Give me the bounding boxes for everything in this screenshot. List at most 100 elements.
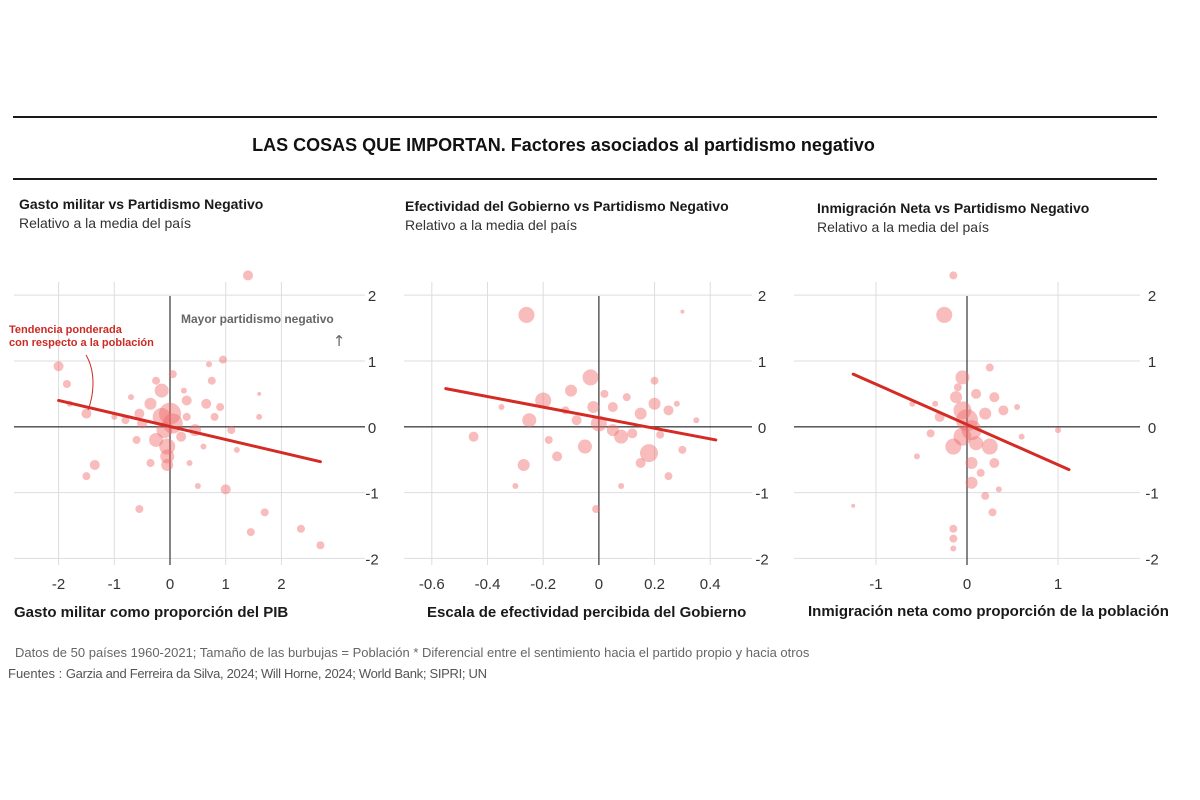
y-tick-label: 2 xyxy=(758,288,766,305)
data-bubble xyxy=(132,435,141,444)
data-bubble xyxy=(950,545,957,552)
data-bubble xyxy=(995,486,1002,493)
data-bubble xyxy=(154,383,169,398)
data-bubble xyxy=(648,397,661,410)
data-bubble xyxy=(949,524,958,533)
data-bubble xyxy=(953,427,972,446)
x-tick-label: 1 xyxy=(1054,576,1062,593)
data-bubble xyxy=(180,387,187,394)
y-tick-label: -2 xyxy=(755,551,768,568)
x-tick-label: -0.6 xyxy=(419,576,445,593)
data-bubble xyxy=(565,384,578,397)
data-bubble xyxy=(965,476,978,489)
data-bubble xyxy=(152,376,161,385)
data-bubble xyxy=(607,402,618,413)
data-bubble xyxy=(932,400,939,407)
data-bubble xyxy=(134,408,145,419)
data-bubble xyxy=(985,363,994,372)
y-tick-label: 0 xyxy=(368,420,376,437)
data-bubble xyxy=(582,369,599,386)
data-bubble xyxy=(168,370,177,379)
annotation-trend-label: con respecto a la población xyxy=(9,337,154,349)
data-bubble xyxy=(592,505,601,514)
data-bubble xyxy=(181,395,192,406)
y-tick-label: 1 xyxy=(1148,354,1156,371)
data-bubble xyxy=(53,361,64,372)
y-tick-label: 1 xyxy=(368,354,376,371)
data-bubble xyxy=(121,416,130,425)
panel-1-subtitle: Relativo a la media del país xyxy=(19,215,191,231)
y-tick-label: 0 xyxy=(758,420,766,437)
annotation-connector xyxy=(85,354,94,411)
data-bubble xyxy=(111,413,118,420)
data-bubble xyxy=(512,483,519,490)
data-bubble xyxy=(634,407,647,420)
data-bubble xyxy=(1055,427,1062,434)
panel-1-xlabel: Gasto militar como proporción del PIB xyxy=(14,604,289,621)
data-bubble xyxy=(988,508,997,517)
x-tick-label: 0 xyxy=(166,576,174,593)
data-bubble xyxy=(998,405,1009,416)
data-bubble xyxy=(210,412,219,421)
y-tick-label: -1 xyxy=(755,486,768,503)
data-bubble xyxy=(971,388,982,399)
data-bubble xyxy=(216,403,225,412)
arrow-up-icon: ↑ xyxy=(333,332,346,350)
data-bubble xyxy=(186,459,193,466)
data-bubble xyxy=(693,417,700,424)
x-tick-label: -1 xyxy=(108,576,121,593)
trend-line xyxy=(444,387,718,442)
chart-panel-3: 2 1 0 -1 -2 -1 0 1 xyxy=(794,271,1159,593)
data-bubble xyxy=(176,431,187,442)
data-bubble xyxy=(518,306,535,323)
x-tick-label: 2 xyxy=(277,576,285,593)
data-bubble xyxy=(149,432,164,447)
data-bubble xyxy=(544,435,553,444)
data-bubble xyxy=(160,449,175,464)
data-bubble xyxy=(673,400,680,407)
data-bubble xyxy=(256,413,263,420)
x-tick-label: -0.2 xyxy=(530,576,556,593)
data-bubble xyxy=(246,528,255,537)
panel-2-xlabel: Escala de efectividad percibida del Gobi… xyxy=(427,604,747,621)
data-bubble xyxy=(678,445,687,454)
data-bubble xyxy=(194,483,201,490)
data-bubble xyxy=(650,376,659,385)
x-tick-label: 0 xyxy=(595,576,603,593)
y-tick-label: -1 xyxy=(1145,486,1158,503)
data-bubble xyxy=(535,392,552,409)
y-tick-label: 1 xyxy=(758,354,766,371)
data-bubble xyxy=(201,398,212,409)
y-tick-label: -2 xyxy=(1145,551,1158,568)
top-rule xyxy=(13,116,1157,118)
data-bubble xyxy=(159,438,176,455)
data-bubble xyxy=(664,472,673,481)
data-bubble xyxy=(989,457,1000,468)
trend-line xyxy=(851,372,1071,472)
x-tick-label: -2 xyxy=(52,576,65,593)
data-bubble xyxy=(622,393,631,402)
data-bubble xyxy=(1014,404,1021,411)
data-bubble xyxy=(587,401,600,414)
data-bubble xyxy=(522,413,537,428)
data-bubble xyxy=(135,505,144,514)
data-bubble xyxy=(316,541,325,550)
panel-2-subtitle: Relativo a la media del país xyxy=(405,217,577,233)
data-bubble xyxy=(618,483,625,490)
data-bubble xyxy=(627,428,638,439)
data-bubble xyxy=(260,508,269,517)
data-bubble xyxy=(200,443,207,450)
y-tick-label: 2 xyxy=(1148,288,1156,305)
data-bubble xyxy=(680,309,685,314)
data-bubble xyxy=(207,376,216,385)
annotation-trend-label: Tendencia ponderada xyxy=(9,324,123,336)
data-bubble xyxy=(517,458,530,471)
data-bubble xyxy=(635,457,646,468)
data-bubble xyxy=(233,446,240,453)
data-bubble xyxy=(218,355,227,364)
panel-3-subtitle: Relativo a la media del país xyxy=(817,219,989,235)
footnote: Datos de 50 países 1960-2021; Tamaño de … xyxy=(15,645,810,660)
data-bubble xyxy=(498,404,505,411)
